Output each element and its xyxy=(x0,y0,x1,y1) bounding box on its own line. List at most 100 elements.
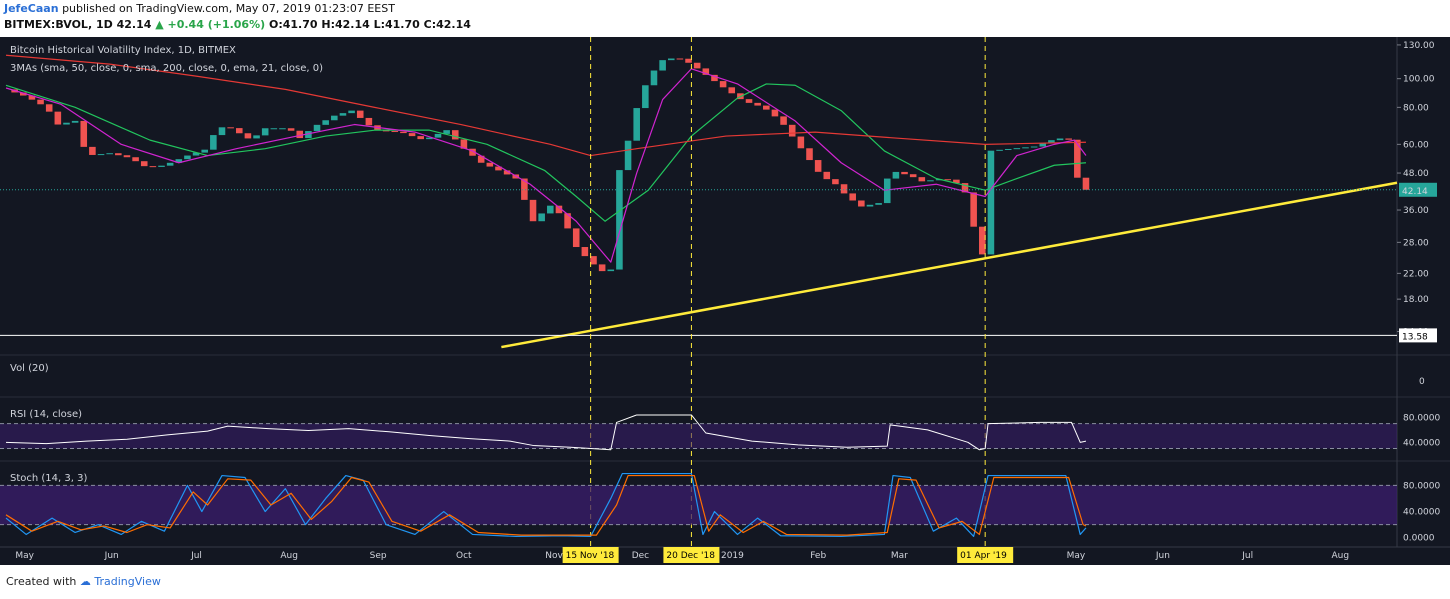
candle-up xyxy=(158,165,165,167)
y-tick-label: 48.00 xyxy=(1403,169,1429,179)
candle-up xyxy=(253,135,260,139)
x-tick-label: Dec xyxy=(632,551,649,561)
candle-up xyxy=(1022,147,1029,149)
candle-down xyxy=(1065,138,1072,140)
candle-up xyxy=(313,124,321,132)
candle-up xyxy=(1030,146,1038,148)
chart-svg[interactable]: 130.00 100.00 80.00 60.00 48.00 36.00 28.00 22.… xyxy=(0,37,1450,565)
candle-up xyxy=(892,171,900,179)
candle-down xyxy=(832,179,839,185)
ohlc-values: O:41.70 H:42.14 L:41.70 C:42.14 xyxy=(268,18,471,31)
candle-up xyxy=(71,120,79,123)
sma-50-line xyxy=(5,83,1087,222)
candle-up xyxy=(538,213,545,222)
x-tick-label: Feb xyxy=(810,551,826,561)
candle-up xyxy=(633,108,640,141)
candle-down xyxy=(529,199,537,222)
candle-down xyxy=(797,136,805,149)
candle-down xyxy=(235,128,243,134)
candle-up xyxy=(927,180,934,182)
candle-up xyxy=(547,205,554,214)
candle-up xyxy=(875,203,882,205)
candle-down xyxy=(728,87,736,94)
candle-down xyxy=(849,193,856,201)
x-tick-label: Jun xyxy=(1155,551,1170,561)
candle-up xyxy=(996,149,1003,151)
candle-down xyxy=(788,124,796,137)
tradingview-logo[interactable]: ☁ TradingView xyxy=(79,575,161,588)
candle-down xyxy=(149,166,157,168)
candle-down xyxy=(469,148,476,156)
main-pane-title: Bitcoin Historical Volatility Index, 1D,… xyxy=(10,45,236,56)
candle-down xyxy=(685,58,692,63)
candle-up xyxy=(184,155,191,160)
candle-down xyxy=(486,162,494,167)
candle-up xyxy=(1013,148,1021,150)
symbol-info: BITMEX:BVOL, 1D 42.14 ▲ +0.44 (+1.06%) O… xyxy=(4,18,471,31)
candle-down xyxy=(227,127,234,129)
candle-down xyxy=(391,131,399,133)
rsi-y-tick-label: 40.0000 xyxy=(1403,438,1440,448)
candle-down xyxy=(780,116,787,125)
x-tick-label: May xyxy=(15,551,34,561)
candle-up xyxy=(305,131,312,139)
candle-down xyxy=(693,62,701,69)
candle-up xyxy=(322,120,329,125)
candle-down xyxy=(382,130,390,132)
candle-down xyxy=(477,155,485,163)
candle-up xyxy=(106,153,113,155)
volume-y-tick-label: 0 xyxy=(1419,377,1425,387)
candle-down xyxy=(89,146,96,155)
candle-down xyxy=(961,183,969,193)
candle-down xyxy=(244,133,252,139)
candle-down xyxy=(37,99,44,105)
marker-date-label: 01 Apr '19 xyxy=(960,551,1007,561)
candle-down xyxy=(572,228,580,248)
candle-down xyxy=(598,264,606,272)
marker-date-badge xyxy=(957,547,1014,563)
candle-down xyxy=(115,153,122,156)
candle-down xyxy=(814,160,822,172)
chart-area[interactable]: 130.00 100.00 80.00 60.00 48.00 36.00 28.00 22.… xyxy=(0,37,1450,565)
candle-up xyxy=(667,58,675,61)
candle-up xyxy=(201,149,208,153)
candle-down xyxy=(901,171,908,175)
candle-down xyxy=(771,109,779,117)
candle-down xyxy=(140,161,148,167)
candle-up xyxy=(63,122,70,125)
last-price-badge xyxy=(1399,182,1437,197)
x-tick-label: Aug xyxy=(280,551,298,561)
candle-down xyxy=(590,256,597,265)
publish-text: published on TradingView.com, May 07, 20… xyxy=(62,2,395,15)
x-tick-label: Jul xyxy=(190,551,202,561)
y-tick-label: 60.00 xyxy=(1403,140,1429,150)
candle-down xyxy=(296,130,304,139)
candle-down xyxy=(417,136,424,140)
candle-up xyxy=(192,152,200,156)
candle-down xyxy=(745,99,753,103)
y-tick-label: 80.00 xyxy=(1403,103,1429,113)
candle-down xyxy=(823,171,831,180)
candle-down xyxy=(754,102,761,106)
candle-up xyxy=(1048,140,1055,144)
author-name[interactable]: JefeCaan xyxy=(4,2,59,15)
y-tick-label: 130.00 xyxy=(1403,41,1435,51)
candle-down xyxy=(451,130,459,140)
candle-down xyxy=(909,174,917,178)
candle-up xyxy=(624,140,632,171)
candle-up xyxy=(1004,148,1012,150)
candle-down xyxy=(953,179,960,184)
candle-up xyxy=(642,85,649,109)
candle-up xyxy=(261,128,269,136)
y-tick-label: 22.00 xyxy=(1403,269,1429,279)
candle-down xyxy=(918,177,926,182)
candle-down xyxy=(581,247,589,257)
rsi-y-tick-label: 80.0000 xyxy=(1403,413,1440,423)
candle-down xyxy=(503,170,511,175)
candle-down xyxy=(356,110,364,118)
candle-down xyxy=(19,92,27,96)
x-tick-label: Mar xyxy=(891,551,908,561)
tradingview-brand: TradingView xyxy=(94,575,161,588)
candle-down xyxy=(80,120,88,147)
candle-down xyxy=(287,128,295,131)
